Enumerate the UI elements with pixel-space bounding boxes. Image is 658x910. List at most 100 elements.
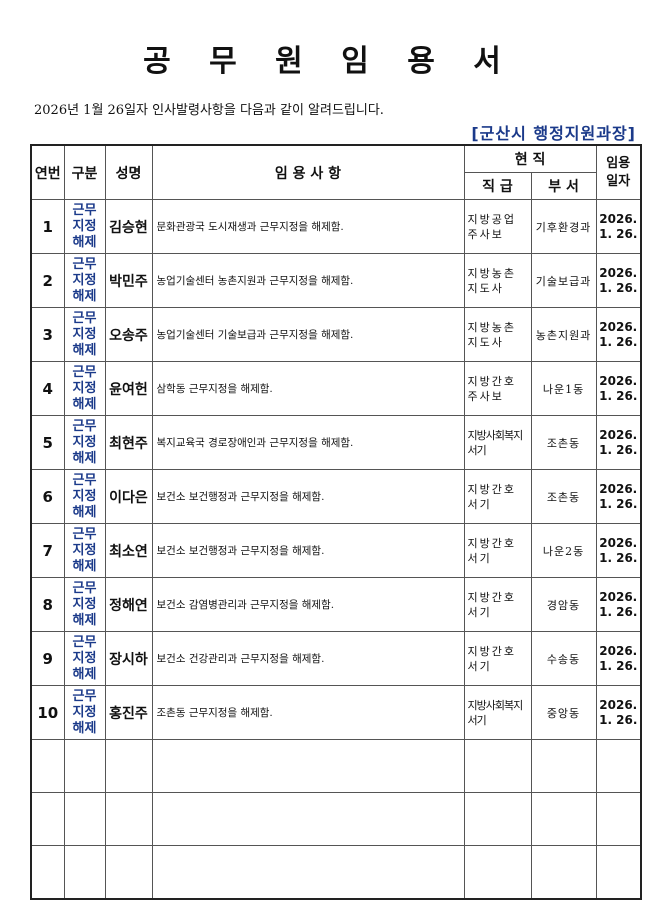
row-rank: 지방농촌 지도사 bbox=[463, 307, 532, 362]
row-rank: 지방간호 서기 bbox=[463, 523, 532, 578]
row-department: 농촌지원과 bbox=[530, 307, 597, 362]
empty-cell bbox=[30, 845, 65, 900]
row-description: 삼학동 근무지정을 해제함. bbox=[151, 361, 465, 416]
issuer-label: [군산시 행정지원과장] bbox=[471, 124, 636, 143]
row-description: 보건소 감염병관리과 근무지정을 해제함. bbox=[151, 577, 465, 632]
row-rank: 지방간호 주사보 bbox=[463, 361, 532, 416]
empty-cell bbox=[30, 739, 65, 793]
row-date: 2026. 1. 26. bbox=[595, 253, 642, 308]
table-row: 1 근무 지정 해제 김승현 문화관광국 도시재생과 근무지정을 해제함. 지방공업 주사보 기… bbox=[30, 199, 642, 254]
empty-cell bbox=[63, 845, 106, 900]
row-number: 1 bbox=[30, 199, 65, 254]
empty-cell bbox=[104, 739, 153, 793]
table-body: 1 근무 지정 해제 김승현 문화관광국 도시재생과 근무지정을 해제함. 지방공업 주사보 기… bbox=[30, 199, 642, 900]
row-department: 조촌동 bbox=[530, 469, 597, 524]
row-description: 보건소 보건행정과 근무지정을 해제함. bbox=[151, 469, 465, 524]
row-number: 6 bbox=[30, 469, 65, 524]
header-dept: 부 서 bbox=[530, 172, 597, 200]
empty-cell bbox=[530, 739, 597, 793]
row-name: 최소연 bbox=[104, 523, 153, 578]
row-rank: 지방농촌 지도사 bbox=[463, 253, 532, 308]
row-number: 7 bbox=[30, 523, 65, 578]
row-name: 이다은 bbox=[104, 469, 153, 524]
row-number: 5 bbox=[30, 415, 65, 470]
row-date: 2026. 1. 26. bbox=[595, 415, 642, 470]
document-title: 공 무 원 임 용 서 bbox=[143, 44, 515, 79]
row-number: 3 bbox=[30, 307, 65, 362]
row-kind: 근무 지정 해제 bbox=[63, 685, 106, 740]
empty-cell bbox=[30, 792, 65, 846]
empty-row bbox=[30, 845, 642, 900]
row-name: 최현주 bbox=[104, 415, 153, 470]
row-date: 2026. 1. 26. bbox=[595, 361, 642, 416]
empty-row bbox=[30, 739, 642, 793]
header-date: 임용일자 bbox=[595, 144, 642, 200]
row-date: 2026. 1. 26. bbox=[595, 685, 642, 740]
table-row: 9 근무 지정 해제 장시하 보건소 건강관리과 근무지정을 해제함. 지방간호 서기 수송동 2… bbox=[30, 631, 642, 686]
row-number: 9 bbox=[30, 631, 65, 686]
header-rank: 직 급 bbox=[463, 172, 532, 200]
row-date: 2026. 1. 26. bbox=[595, 631, 642, 686]
empty-cell bbox=[463, 739, 532, 793]
row-kind: 근무 지정 해제 bbox=[63, 523, 106, 578]
row-description: 농업기술센터 농촌지원과 근무지정을 해제함. bbox=[151, 253, 465, 308]
empty-cell bbox=[530, 792, 597, 846]
row-number: 8 bbox=[30, 577, 65, 632]
empty-cell bbox=[63, 739, 106, 793]
row-rank: 지방간호 서기 bbox=[463, 469, 532, 524]
row-name: 장시하 bbox=[104, 631, 153, 686]
empty-row bbox=[30, 792, 642, 846]
row-department: 조촌동 bbox=[530, 415, 597, 470]
empty-cell bbox=[63, 792, 106, 846]
row-number: 10 bbox=[30, 685, 65, 740]
row-name: 윤여헌 bbox=[104, 361, 153, 416]
table-row: 5 근무 지정 해제 최현주 복지교육국 경로장애인과 근무지정을 해제함. 지방사회복지 서… bbox=[30, 415, 642, 470]
row-number: 4 bbox=[30, 361, 65, 416]
row-department: 중앙동 bbox=[530, 685, 597, 740]
row-name: 정해연 bbox=[104, 577, 153, 632]
row-date: 2026. 1. 26. bbox=[595, 577, 642, 632]
row-kind: 근무 지정 해제 bbox=[63, 415, 106, 470]
empty-cell bbox=[151, 739, 465, 793]
row-rank: 지방공업 주사보 bbox=[463, 199, 532, 254]
row-kind: 근무 지정 해제 bbox=[63, 469, 106, 524]
intro-text: 2026년 1월 26일자 인사발령사항을 다음과 같이 알려드립니다. bbox=[34, 103, 384, 118]
header-name: 성명 bbox=[104, 144, 153, 200]
row-department: 경암동 bbox=[530, 577, 597, 632]
row-rank: 지방간호 서기 bbox=[463, 577, 532, 632]
empty-cell bbox=[595, 739, 642, 793]
empty-cell bbox=[151, 845, 465, 900]
table-row: 10 근무 지정 해제 홍진주 조촌동 근무지정을 해제함. 지방사회복지 서기 중앙동 2026… bbox=[30, 685, 642, 740]
row-date: 2026. 1. 26. bbox=[595, 307, 642, 362]
table-row: 4 근무 지정 해제 윤여헌 삼학동 근무지정을 해제함. 지방간호 주사보 나운1동 2026.… bbox=[30, 361, 642, 416]
empty-cell bbox=[463, 792, 532, 846]
row-rank: 지방간호 서기 bbox=[463, 631, 532, 686]
row-department: 나운1동 bbox=[530, 361, 597, 416]
header-current: 현 직 bbox=[463, 144, 597, 173]
row-description: 문화관광국 도시재생과 근무지정을 해제함. bbox=[151, 199, 465, 254]
row-department: 기술보급과 bbox=[530, 253, 597, 308]
empty-cell bbox=[595, 792, 642, 846]
table-row: 8 근무 지정 해제 정해연 보건소 감염병관리과 근무지정을 해제함. 지방간호 서기 경암동… bbox=[30, 577, 642, 632]
row-kind: 근무 지정 해제 bbox=[63, 577, 106, 632]
row-date: 2026. 1. 26. bbox=[595, 469, 642, 524]
row-name: 김승현 bbox=[104, 199, 153, 254]
row-description: 조촌동 근무지정을 해제함. bbox=[151, 685, 465, 740]
row-description: 농업기술센터 기술보급과 근무지정을 해제함. bbox=[151, 307, 465, 362]
empty-cell bbox=[595, 845, 642, 900]
table-row: 2 근무 지정 해제 박민주 농업기술센터 농촌지원과 근무지정을 해제함. 지방농촌 지도사… bbox=[30, 253, 642, 308]
empty-cell bbox=[463, 845, 532, 900]
row-department: 기후환경과 bbox=[530, 199, 597, 254]
row-name: 홍진주 bbox=[104, 685, 153, 740]
row-date: 2026. 1. 26. bbox=[595, 523, 642, 578]
row-kind: 근무 지정 해제 bbox=[63, 361, 106, 416]
empty-cell bbox=[530, 845, 597, 900]
row-rank: 지방사회복지 서기 bbox=[463, 685, 532, 740]
empty-cell bbox=[104, 845, 153, 900]
empty-cell bbox=[104, 792, 153, 846]
row-rank: 지방사회복지 서기 bbox=[463, 415, 532, 470]
table-row: 3 근무 지정 해제 오송주 농업기술센터 기술보급과 근무지정을 해제함. 지방농촌 지도사… bbox=[30, 307, 642, 362]
table-row: 6 근무 지정 해제 이다은 보건소 보건행정과 근무지정을 해제함. 지방간호 서기 조촌동 2… bbox=[30, 469, 642, 524]
header-desc: 임 용 사 항 bbox=[151, 144, 465, 200]
appointment-table: 연번 구분 성명 임 용 사 항 현 직 임용일자 직 급 부 서 1 근무 지정 해… bbox=[30, 144, 643, 900]
